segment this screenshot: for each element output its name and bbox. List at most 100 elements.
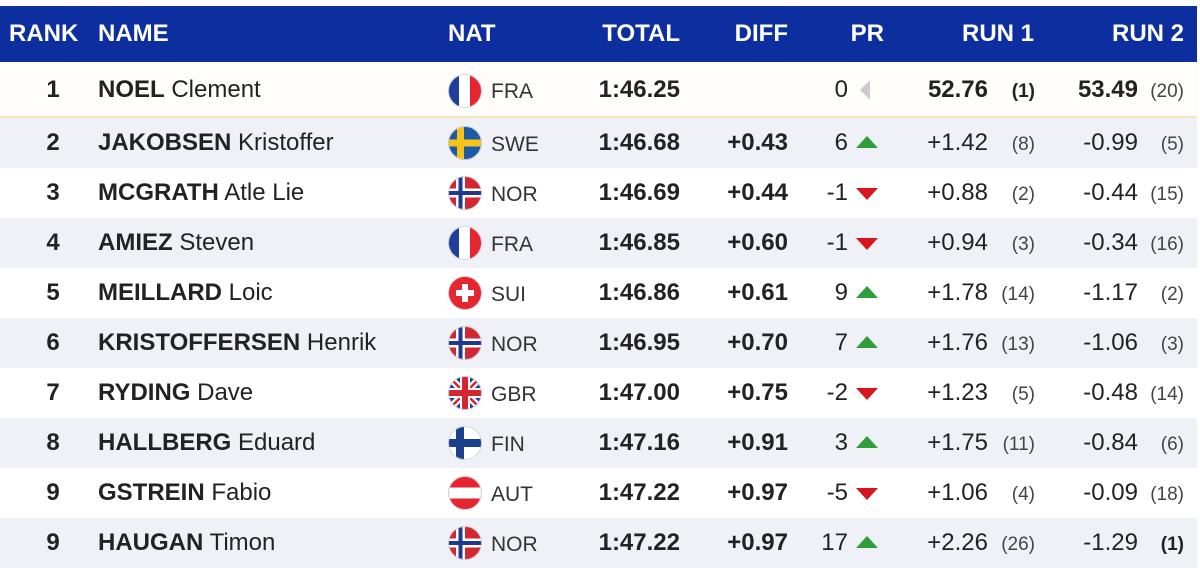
arrow-left-icon xyxy=(854,76,880,104)
position-change: 17 xyxy=(821,529,848,556)
header-nat[interactable]: NAT xyxy=(448,20,496,47)
run2-rank: (14) xyxy=(1150,384,1184,405)
aut-flag-icon xyxy=(448,476,482,510)
run1-rank: (4) xyxy=(1011,484,1035,505)
header-pr[interactable]: PR xyxy=(850,20,884,47)
athlete-first-name: Atle Lie xyxy=(224,179,305,206)
athlete-first-name: Clement xyxy=(171,76,261,103)
time-diff: +0.70 xyxy=(727,329,788,356)
athlete-name[interactable]: NOEL Clement xyxy=(98,76,261,104)
header-rank[interactable]: RANK xyxy=(9,20,79,47)
athlete-first-name: Fabio xyxy=(211,479,272,506)
athlete-name[interactable]: AMIEZ Steven xyxy=(98,229,254,257)
athlete-last-name: KRISTOFFERSEN xyxy=(98,329,301,356)
nation-code: SWE xyxy=(491,133,539,156)
athlete-name[interactable]: MEILLARD Loic xyxy=(98,279,273,307)
header-run2[interactable]: RUN 2 xyxy=(1111,20,1184,47)
rank-cell: 2 xyxy=(46,129,60,156)
table-row[interactable]: 4 AMIEZ Steven FRA 1:46.85 +0.60 -1 +0.94 (3) -0… xyxy=(0,218,1197,268)
header-name[interactable]: NAME xyxy=(98,20,169,47)
header-run1[interactable]: RUN 1 xyxy=(961,20,1034,47)
run2-rank: (2) xyxy=(1160,284,1184,305)
time-diff: +0.44 xyxy=(727,179,788,206)
table-row[interactable]: 5 MEILLARD Loic SUI 1:46.86 +0.61 9 +1.78 (14) -… xyxy=(0,268,1197,318)
arrow-down-icon xyxy=(854,229,880,257)
table-row[interactable]: 6 KRISTOFFERSEN Henrik NOR 1:46.95 +0.70 7 +1.… xyxy=(0,318,1197,368)
run2-time: -1.06 xyxy=(1083,329,1138,356)
athlete-name[interactable]: GSTREIN Fabio xyxy=(98,479,271,507)
rank-cell: 9 xyxy=(46,479,60,506)
run2-rank: (16) xyxy=(1150,234,1184,255)
run2-rank: (6) xyxy=(1160,434,1184,455)
nation-code: NOR xyxy=(491,183,538,206)
athlete-last-name: MCGRATH xyxy=(98,179,219,206)
table-row[interactable]: 9 HAUGAN Timon NOR 1:47.22 +0.97 17 +2.26 (26) -… xyxy=(0,518,1197,568)
sui-flag-icon xyxy=(448,276,482,310)
run1-rank: (3) xyxy=(1011,234,1035,255)
position-change: 9 xyxy=(834,279,848,306)
run1-time: +0.94 xyxy=(927,229,988,256)
arrow-up-icon xyxy=(854,129,880,157)
arrow-down-icon xyxy=(854,479,880,507)
athlete-last-name: AMIEZ xyxy=(98,229,173,256)
athlete-first-name: Dave xyxy=(197,379,254,406)
rank-cell: 4 xyxy=(46,229,60,256)
fra-flag-icon xyxy=(448,226,482,260)
run2-time: -1.29 xyxy=(1083,529,1138,556)
position-change: 0 xyxy=(834,76,848,103)
total-time: 1:47.16 xyxy=(598,429,680,456)
run1-time: +1.78 xyxy=(927,279,988,306)
athlete-name[interactable]: HALLBERG Eduard xyxy=(98,429,315,457)
time-diff: +0.60 xyxy=(727,229,788,256)
nor-flag-icon xyxy=(448,176,482,210)
run2-time: -0.09 xyxy=(1083,479,1138,506)
run2-rank: (18) xyxy=(1150,484,1184,505)
swe-flag-icon xyxy=(448,126,482,160)
table-row[interactable]: 7 RYDING Dave GBR 1:47.00 +0.75 -2 +1.23 (5) -0.… xyxy=(0,368,1197,418)
header-diff[interactable]: DIFF xyxy=(734,20,788,47)
athlete-name[interactable]: JAKOBSEN Kristoffer xyxy=(98,129,334,157)
time-diff: +0.61 xyxy=(727,279,788,306)
run2-time: -0.44 xyxy=(1083,179,1138,206)
run2-time: -0.34 xyxy=(1083,229,1138,256)
total-time: 1:46.25 xyxy=(598,76,680,103)
position-change: 7 xyxy=(834,329,848,356)
table-row[interactable]: 1 NOEL Clement FRA 1:46.25 0 52.76 (1) 53.49 (20… xyxy=(0,64,1197,118)
run2-time: -1.17 xyxy=(1083,279,1138,306)
header-total[interactable]: TOTAL xyxy=(602,20,680,47)
athlete-name[interactable]: KRISTOFFERSEN Henrik xyxy=(98,329,376,357)
time-diff: +0.43 xyxy=(727,129,788,156)
athlete-name[interactable]: MCGRATH Atle Lie xyxy=(98,179,304,207)
run2-rank: (1) xyxy=(1160,534,1184,555)
run2-time: 53.49 xyxy=(1077,76,1138,103)
total-time: 1:47.00 xyxy=(598,379,680,406)
run1-rank: (5) xyxy=(1011,384,1035,405)
run2-rank: (15) xyxy=(1150,184,1184,205)
athlete-name[interactable]: HAUGAN Timon xyxy=(98,529,275,557)
rank-cell: 7 xyxy=(46,379,60,406)
athlete-first-name: Henrik xyxy=(306,329,377,356)
nation-code: FIN xyxy=(491,433,525,456)
total-time: 1:46.69 xyxy=(598,179,680,206)
position-change: -2 xyxy=(826,379,848,406)
run2-rank: (3) xyxy=(1160,334,1184,355)
athlete-name[interactable]: RYDING Dave xyxy=(98,379,253,407)
rank-cell: 5 xyxy=(46,279,60,306)
position-change: -1 xyxy=(826,179,848,206)
table-row[interactable]: 2 JAKOBSEN Kristoffer SWE 1:46.68 +0.43 6 +1.4… xyxy=(0,118,1197,168)
position-change: -1 xyxy=(826,229,848,256)
run1-time: +1.23 xyxy=(927,379,988,406)
run1-time: +2.26 xyxy=(927,529,988,556)
rank-cell: 6 xyxy=(46,329,60,356)
run1-time: +1.06 xyxy=(927,479,988,506)
table-row[interactable]: 9 GSTREIN Fabio AUT 1:47.22 +0.97 -5 +1.06 (4) -… xyxy=(0,468,1197,518)
athlete-last-name: NOEL xyxy=(98,76,165,103)
nation-code: GBR xyxy=(491,383,537,406)
athlete-last-name: MEILLARD xyxy=(98,279,222,306)
run1-time: +1.75 xyxy=(927,429,988,456)
run1-rank: (26) xyxy=(1001,534,1035,555)
table-row[interactable]: 3 MCGRATH Atle Lie NOR 1:46.69 +0.44 -1 +0.88 (… xyxy=(0,168,1197,218)
table-row[interactable]: 8 HALLBERG Eduard FIN 1:47.16 +0.91 3 +1.75 (11… xyxy=(0,418,1197,468)
total-time: 1:46.68 xyxy=(598,129,680,156)
time-diff: +0.97 xyxy=(727,529,788,556)
